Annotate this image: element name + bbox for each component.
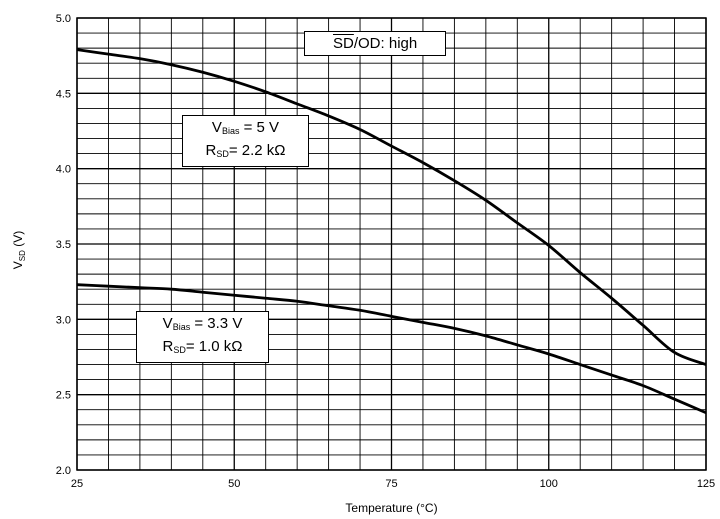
annotation-3v3-r: R [162, 338, 174, 355]
y-tick-label: 4.5 [56, 88, 71, 100]
annotation-5v-v: V [211, 119, 222, 136]
series-line-2 [76, 283, 707, 415]
y-axis-label: VSD (V) [11, 231, 27, 269]
y-tick-label: 5.0 [56, 13, 71, 25]
x-tick-label: 125 [697, 478, 715, 490]
series-line-1 [76, 48, 707, 366]
annotation-3v3-line1: VBias = 3.3 V [143, 314, 262, 337]
annotation-3v3-r-value: = 1.0 kΩ [185, 338, 243, 355]
annotation-3v3: VBias = 3.3 V RSD= 1.0 kΩ [136, 311, 269, 363]
y-tick-label: 4.0 [56, 164, 71, 176]
curves [76, 48, 707, 415]
y-tick-label: 3.0 [56, 314, 71, 326]
grid [76, 17, 707, 471]
annotation-3v3-r-sub: SD [173, 345, 186, 355]
y-tick-label: 2.0 [56, 465, 71, 477]
annotation-5v-line2: RSD= 2.2 kΩ [189, 141, 302, 164]
y-tick-label: 3.5 [56, 239, 71, 251]
annotation-5v: VBias = 5 V RSD= 2.2 kΩ [182, 115, 309, 167]
x-tick-labels: 25 50 75 100 125 [71, 478, 715, 490]
x-axis-label: Temperature (°C) [345, 501, 437, 515]
y-axis-label-main: V [11, 261, 25, 269]
annotation-5v-line1: VBias = 5 V [189, 118, 302, 141]
x-tick-label: 25 [71, 478, 83, 490]
annotation-5v-r-sub: SD [216, 149, 229, 159]
annotation-5v-r: R [205, 142, 217, 159]
annotation-3v3-v: V [162, 315, 173, 332]
x-tick-label: 75 [385, 478, 397, 490]
annotation-5v-r-value: = 2.2 kΩ [228, 142, 286, 159]
annotation-3v3-v-value: = 3.3 V [190, 315, 243, 332]
annotation-3v3-v-sub: Bias [172, 322, 191, 332]
y-tick-label: 2.5 [56, 390, 71, 402]
condition-label-overlined: SD [333, 35, 354, 52]
annotation-3v3-line2: RSD= 1.0 kΩ [143, 337, 262, 360]
x-tick-label: 50 [228, 478, 240, 490]
y-axis-label-unit: (V) [11, 231, 25, 250]
annotation-5v-v-value: = 5 V [239, 119, 280, 136]
x-tick-label: 100 [540, 478, 558, 490]
annotation-5v-v-sub: Bias [221, 126, 240, 136]
condition-label-rest: /OD: high [353, 35, 418, 52]
y-tick-labels: 2.0 2.5 3.0 3.5 4.0 4.5 5.0 [56, 13, 71, 477]
y-axis-label-sub: SD [18, 250, 27, 261]
condition-label-box: SD/OD: high [304, 31, 447, 56]
plot-frame [76, 17, 707, 471]
